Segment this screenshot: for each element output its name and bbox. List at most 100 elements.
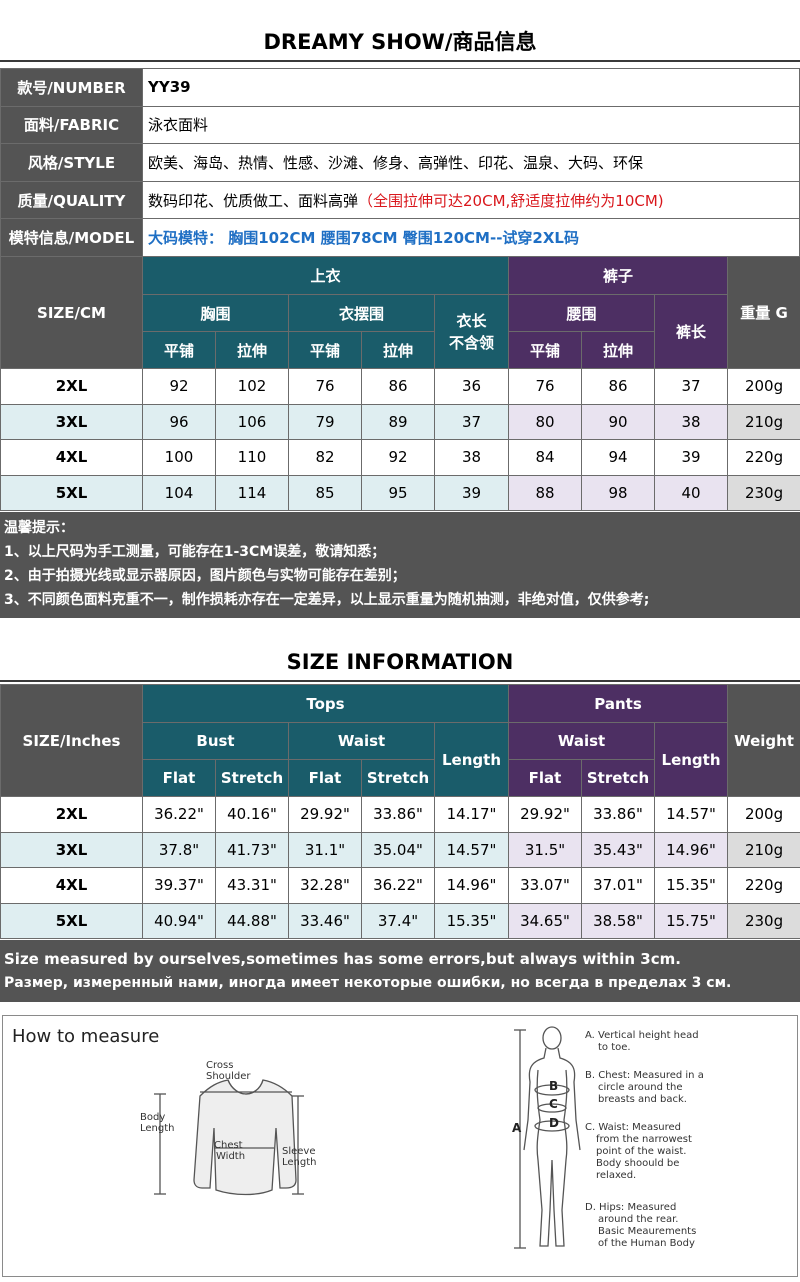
value-cell: 104 [142,474,216,511]
value-cell: 76 [508,368,582,405]
body-length-label: Body [140,1112,165,1123]
info-value: YY39 [142,68,800,107]
stretch-header: 拉伸 [215,331,289,369]
stretch-header: 拉伸 [581,331,655,369]
legend-line: circle around the [598,1082,683,1093]
info-key: 面料/FABRIC [0,105,143,145]
label-d: D [549,1116,559,1130]
value-cell: 36 [434,368,509,405]
value-cell: 33.46" [288,902,362,939]
size-table-inches: SIZE/Inches Tops Pants Weight Bust Waist… [0,684,800,939]
value-cell: 15.35" [434,902,509,939]
value-cell: 79 [288,403,362,440]
shirt-collar [227,1079,264,1095]
legend-line: relaxed. [596,1170,636,1181]
value-cell: 110 [215,439,289,476]
product-info-table: 款号/NUMBER YY39 面料/FABRIC 泳衣面料 风格/STYLE 欧美、海… [0,68,800,257]
value-cell: 14.57" [653,796,729,833]
size-cell: 4XL [0,439,143,476]
header-rule [0,60,800,62]
value-cell: 39 [653,439,729,476]
pants-length-header: 裤长 [653,294,729,369]
value-cell: 37.4" [361,902,435,939]
size-cell: 2XL [0,796,143,833]
chest-ring [534,1084,570,1096]
label-a: A [512,1121,522,1135]
value-cell: 37 [653,368,729,405]
chest-width-label: Chest [214,1140,243,1151]
value-cell: 76 [288,368,362,405]
legend-line: to toe. [598,1042,631,1053]
table-row: 5XL 40.94" 44.88" 33.46" 37.4" 15.35" 34.65" 38… [0,902,800,939]
table-row: 3XL 96 106 79 89 37 80 90 38 210g [0,403,800,440]
info-key: 质量/QUALITY [0,180,143,220]
table-row: 2XL 36.22" 40.16" 29.92" 33.86" 14.17" 29.92" 3… [0,796,800,833]
value-cell: 89 [361,403,435,440]
info-key: 款号/NUMBER [0,68,143,107]
note-line: Size measured by ourselves,sometimes has… [4,950,681,968]
value-cell: 100 [142,439,216,476]
legend-line: around the rear. [598,1214,678,1225]
label-c: C [549,1097,558,1111]
stretch-header: Stretch [361,759,435,797]
value-cell: 33.07" [508,867,582,904]
info-value-cell: 数码印花、优质做工、面料高弹（全围拉伸可达20CM,舒适度拉伸约为10CM) [142,180,800,220]
value-cell: 38.58" [581,902,655,939]
value-cell: 82 [288,439,362,476]
table-row: 2XL 92 102 76 86 36 76 86 37 200g [0,368,800,405]
weight-cell: 200g [727,368,800,405]
notes-en: Size measured by ourselves,sometimes has… [0,940,800,1002]
size-header: SIZE/Inches [0,684,143,797]
stretch-header: Stretch [215,759,289,797]
value-cell: 92 [142,368,216,405]
how-to-measure-panel: How to measure Cross Shoulder Body Lengt… [0,1010,800,1282]
sleeve-length-label: Sleeve [282,1146,316,1157]
stretch-header: Stretch [581,759,655,797]
value-cell: 14.96" [653,831,729,868]
legend-line: A. Vertical height head [585,1030,699,1041]
pants-waist-header: Waist [508,722,655,760]
stretch-header: 拉伸 [361,331,435,369]
value-cell: 33.86" [361,796,435,833]
shirt-diagram [154,1079,304,1196]
waist-header: Waist [288,722,435,760]
value-cell: 114 [215,474,289,511]
size-cell: 5XL [0,474,143,511]
info-key: 风格/STYLE [0,143,143,182]
value-cell: 43.31" [215,867,289,904]
legend-line: Body shoould be [596,1158,679,1169]
bust-header: Bust [142,722,289,760]
info-row-fabric: 面料/FABRIC 泳衣面料 [0,105,800,145]
bust-header: 胸围 [142,294,289,332]
hips-ring [534,1120,570,1132]
size-cell: 4XL [0,867,143,904]
pants-header: 裤子 [507,256,729,295]
table-row: 4XL 39.37" 43.31" 32.28" 36.22" 14.96" 33.07" 3… [0,867,800,904]
size-cell: 2XL [0,368,143,405]
legend-line: point of the waist. [596,1146,686,1157]
how-to-measure-title: How to measure [12,1026,160,1047]
weight-cell: 210g [727,831,800,868]
table-row: 4XL 100 110 82 92 38 84 94 39 220g [0,439,800,476]
value-cell: 29.92" [288,796,362,833]
value-cell: 88 [508,474,582,511]
value-cell: 95 [361,474,435,511]
legend-line: of the Human Body [598,1238,695,1249]
legend-line: Basic Meaurements [598,1226,696,1237]
size-header: SIZE/CM [0,256,143,369]
value-cell: 31.1" [288,831,362,868]
note-line: 1、以上尺码为手工测量，可能存在1-3CM误差，敬请知悉； [4,544,386,560]
legend-line: B. Chest: Measured in a [585,1070,704,1081]
value-cell: 37 [434,403,509,440]
waist-header: 腰围 [508,294,655,332]
value-cell: 38 [434,439,509,476]
value-cell: 39.37" [142,867,216,904]
measure-diagram: Cross Shoulder Body Length Chest Width S… [140,1026,704,1249]
header-title-cn: DREAMY SHOW/商品信息 [263,30,537,54]
value-cell: 33.86" [581,796,655,833]
header-title-en: SIZE INFORMATION [286,650,514,674]
info-value: 泳衣面料 [142,105,800,145]
human-figure [514,1026,581,1249]
pants-length-header: Length [653,722,729,797]
value-cell: 96 [142,403,216,440]
